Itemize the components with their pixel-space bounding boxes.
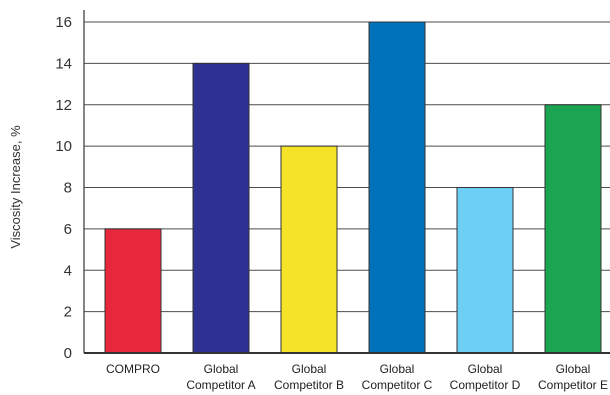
x-category-label: Global Competitor B bbox=[274, 362, 344, 392]
y-tick-label: 14 bbox=[55, 55, 72, 72]
x-category-label: Global Competitor A bbox=[186, 362, 255, 392]
y-tick-label: 6 bbox=[64, 221, 72, 238]
y-tick-label: 10 bbox=[55, 138, 72, 155]
bar bbox=[368, 21, 426, 354]
x-category-label: COMPRO bbox=[106, 362, 160, 376]
y-tick-label: 4 bbox=[64, 262, 72, 279]
y-tick-label: 16 bbox=[55, 14, 72, 31]
bar bbox=[280, 145, 338, 354]
bar bbox=[544, 104, 602, 354]
y-tick-labels: 0 2 4 6 8 10 12 14 16 bbox=[55, 14, 72, 362]
x-category-label: Global Competitor E bbox=[538, 362, 608, 392]
gridlines bbox=[84, 21, 610, 313]
x-category-label: Global Competitor D bbox=[450, 362, 521, 392]
y-tick-label: 8 bbox=[64, 180, 72, 197]
bar bbox=[104, 228, 162, 354]
y-tick-label: 12 bbox=[55, 97, 72, 114]
bar bbox=[456, 187, 514, 354]
axes bbox=[83, 10, 610, 354]
y-tick-label: 0 bbox=[64, 345, 72, 362]
bars bbox=[104, 21, 602, 354]
y-tick-label: 2 bbox=[64, 304, 72, 321]
x-category-labels: COMPRO Global Competitor A Global Competitor… bbox=[106, 362, 608, 392]
bar bbox=[192, 62, 250, 354]
y-axis-title: Viscosity Increase, % bbox=[8, 125, 23, 249]
x-category-label: Global Competitor C bbox=[362, 362, 433, 392]
